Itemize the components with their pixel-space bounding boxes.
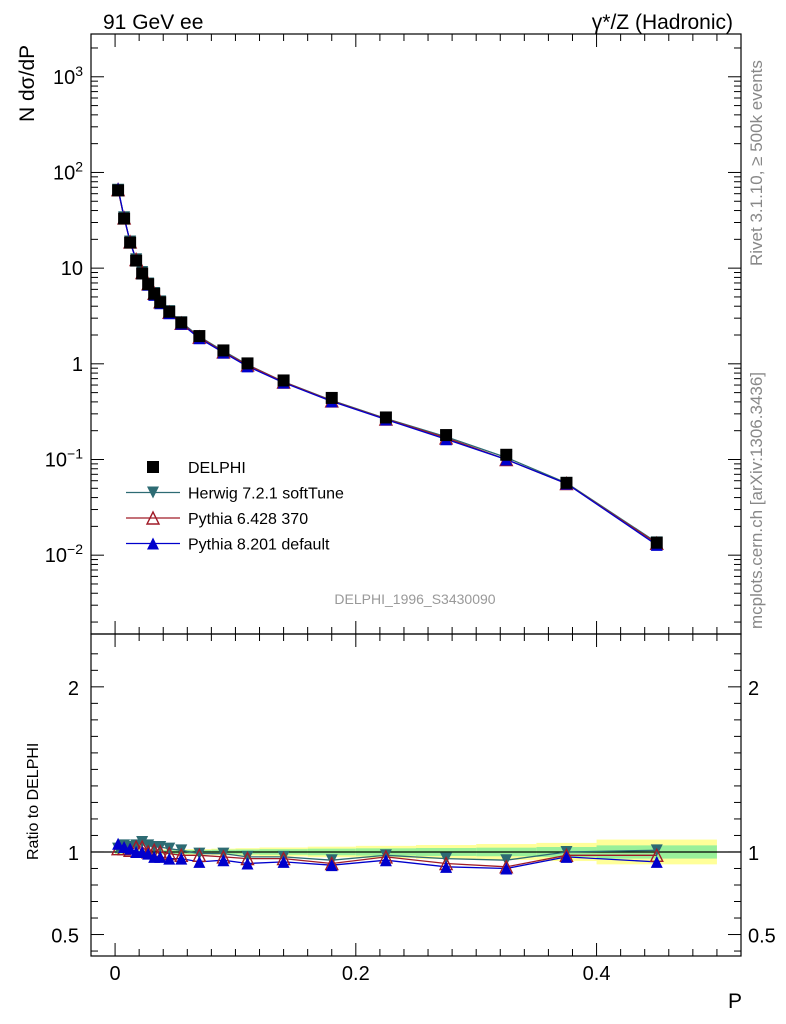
data-point xyxy=(650,536,663,549)
ratio-data-point xyxy=(217,847,230,860)
ratio-panel: 2 2 1 1 0.5 0.5 0 0.2 0.4 xyxy=(51,633,776,985)
x-axis-title: P xyxy=(728,990,742,1013)
legend-marker xyxy=(147,461,159,473)
ratio-data-point xyxy=(277,855,290,868)
ratio-data-point xyxy=(193,847,206,860)
ratio-data-point xyxy=(193,855,206,868)
ratio-data-point xyxy=(154,850,167,863)
ratio-data-point xyxy=(130,839,143,852)
data-point xyxy=(124,236,137,249)
ratio-y-tick-label: 0.5 xyxy=(51,926,79,948)
ratio-data-point xyxy=(124,842,137,855)
ratio-frame xyxy=(90,633,742,957)
ratio-y-tick-label: 1 xyxy=(68,843,79,865)
ratio-y-tick-label: 2 xyxy=(68,678,79,700)
legend-label: DELPHI xyxy=(188,460,246,477)
x-tick-label: 0.2 xyxy=(342,963,370,985)
x-tick-label: 0 xyxy=(110,963,121,985)
right-title: γ*/Z (Hadronic) xyxy=(592,11,733,34)
y-tick-label: 10−2 xyxy=(45,541,83,567)
y-tick-label: 102 xyxy=(53,158,83,184)
rivet-version-label: Rivet 3.1.10, ≥ 500k events xyxy=(747,60,766,266)
data-point xyxy=(142,278,155,291)
data-point xyxy=(112,184,125,197)
data-point xyxy=(130,254,143,267)
main-series-group xyxy=(110,182,664,551)
y-tick-label: 1 xyxy=(72,354,83,376)
ratio-data-point xyxy=(112,837,125,850)
data-point xyxy=(154,296,167,309)
ratio-data-point xyxy=(379,854,392,867)
ratio-y-tick-label-right: 2 xyxy=(748,678,759,700)
data-point xyxy=(440,429,453,442)
data-point xyxy=(217,344,230,357)
ratio-data-point xyxy=(217,854,230,867)
data-point xyxy=(560,476,573,489)
data-point xyxy=(241,357,254,370)
y-tick-label: 10−1 xyxy=(45,445,83,471)
ratio-y-tick-label-right: 1 xyxy=(748,843,759,865)
ratio-data-point xyxy=(241,857,254,870)
data-point xyxy=(163,305,176,318)
data-point xyxy=(277,374,290,387)
ratio-data-point xyxy=(500,862,513,875)
legend-marker xyxy=(147,537,159,550)
legend-label: Pythia 8.201 default xyxy=(188,537,330,554)
ratio-y-tick-label-right: 0.5 xyxy=(748,926,776,948)
ratio-y-axis-title: Ratio to DELPHI xyxy=(25,743,42,860)
legend-marker xyxy=(147,486,159,499)
legend: DELPHI Herwig 7.2.1 softTune Pythia 6.428 … xyxy=(126,460,344,554)
legend-label: Herwig 7.2.1 softTune xyxy=(188,486,344,503)
data-point xyxy=(193,330,206,343)
y-tick-label: 10 xyxy=(61,258,83,280)
ratio-data-point xyxy=(142,847,155,860)
left-title: 91 GeV ee xyxy=(103,11,203,34)
data-point xyxy=(325,391,338,404)
y-tick-label: 103 xyxy=(53,63,83,89)
ratio-data-point xyxy=(163,852,176,865)
analysis-label: DELPHI_1996_S3430090 xyxy=(334,591,495,607)
legend-marker xyxy=(145,510,161,525)
data-point xyxy=(136,267,149,280)
legend-label: Pythia 6.428 370 xyxy=(188,511,308,528)
ratio-series-group xyxy=(110,836,664,875)
main-y-axis-title: N dσ/dP xyxy=(16,45,39,122)
mcplots-label: mcplots.cern.ch [arXiv:1306.3436] xyxy=(747,372,766,629)
data-point xyxy=(175,316,188,329)
data-point xyxy=(379,411,392,424)
ratio-data-point xyxy=(560,850,573,863)
data-point xyxy=(118,212,131,225)
ratio-data-point xyxy=(325,859,338,872)
ratio-data-point xyxy=(241,850,254,863)
x-tick-label: 0.4 xyxy=(583,963,611,985)
data-point xyxy=(500,448,513,461)
ratio-data-point xyxy=(175,852,188,865)
ratio-data-point xyxy=(440,860,453,873)
